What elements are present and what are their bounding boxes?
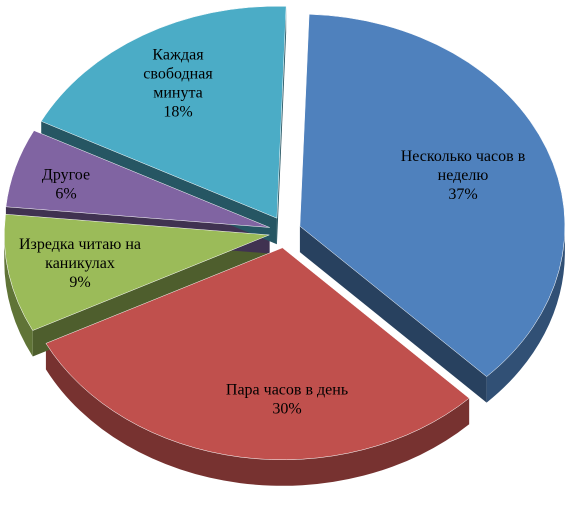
slice-wall — [299, 226, 487, 403]
slice-label: Изредка читаю на каникулах 9% — [19, 236, 141, 291]
slice-label-line: Пара часов в день — [226, 382, 348, 399]
pie-slice — [45, 247, 470, 461]
slice-label-line: Каждая — [152, 47, 204, 64]
slice-labels: Несколько часов в неделю 37% Пара часов в д… — [19, 47, 526, 418]
slice-percent-label: 30% — [272, 401, 301, 418]
slice-percent-label: 9% — [69, 274, 90, 291]
slice-percent-label: 37% — [448, 186, 477, 203]
slice-label: Каждая свободная минута 18% — [143, 47, 213, 121]
slice-label: Пара часов в день 30% — [226, 382, 348, 418]
slice-label-line: Другое — [42, 167, 90, 184]
slice-side — [4, 234, 33, 357]
slice-percent-label: 6% — [55, 186, 76, 203]
slice-label-line: свободная — [143, 66, 213, 83]
slice-label-line: Изредка читаю на — [19, 236, 141, 253]
pie-slice — [40, 5, 287, 219]
slice-side — [486, 226, 565, 403]
slice-label-line: минута — [153, 85, 203, 102]
slice-label: Другое 6% — [42, 167, 90, 203]
slice-percent-label: 18% — [163, 104, 192, 121]
slice-label: Несколько часов в неделю 37% — [401, 148, 526, 203]
slice-side — [45, 343, 470, 486]
slice-wall — [276, 6, 287, 245]
slice-label-line: каникулах — [45, 255, 115, 272]
pie-slice — [5, 130, 270, 228]
slice-tops — [4, 5, 566, 461]
slice-label-line: неделю — [438, 167, 489, 184]
pie-slice — [299, 14, 566, 377]
slice-label-line: Несколько часов в — [401, 148, 526, 165]
pie-slice — [4, 213, 270, 331]
